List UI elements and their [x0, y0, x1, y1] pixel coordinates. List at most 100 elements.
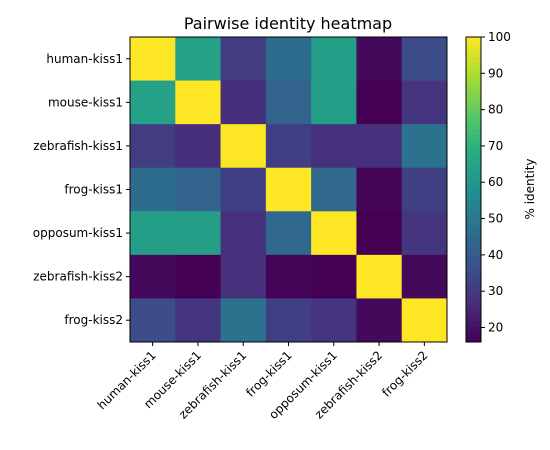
heatmap-cell — [401, 124, 448, 169]
heatmap-cell — [311, 37, 357, 81]
colorbar-segment — [466, 214, 481, 221]
heatmap-cell — [311, 211, 357, 256]
colorbar-segment — [466, 311, 481, 318]
colorbar-tick-label: 50 — [488, 212, 503, 226]
heatmap-cell — [175, 80, 221, 125]
colorbar-segment — [466, 184, 481, 190]
heatmap-cell — [356, 80, 403, 125]
colorbar-segment — [466, 47, 481, 53]
heatmap-cell — [130, 298, 176, 343]
heatmap-cell — [311, 80, 357, 125]
colorbar-segment — [466, 77, 481, 84]
colorbar-segment — [466, 265, 481, 272]
colorbar-segment — [466, 281, 481, 287]
colorbar: 20 30 40 50 60 70 80 90 100 — [465, 30, 511, 343]
colorbar-segment — [466, 240, 481, 246]
row-label: frog-kiss1 — [64, 183, 123, 197]
heatmap-cell — [356, 298, 403, 343]
colorbar-tick-label: 100 — [488, 30, 511, 44]
heatmap-cell — [356, 37, 403, 81]
heatmap-cell — [175, 298, 221, 343]
colorbar-segment — [466, 291, 481, 297]
heatmap-cell — [311, 167, 357, 212]
heatmap-cell — [356, 254, 403, 299]
colorbar-segment — [466, 164, 481, 170]
heatmap-cell — [220, 37, 267, 81]
row-label: mouse-kiss1 — [48, 95, 123, 109]
row-label: zebrafish-kiss1 — [33, 139, 123, 153]
heatmap-cell — [220, 124, 267, 169]
heatmap-cell — [175, 254, 221, 299]
colorbar-segment — [466, 235, 481, 241]
colorbar-segment — [466, 286, 481, 292]
heatmap-cell — [175, 124, 221, 169]
chart-title: Pairwise identity heatmap — [184, 14, 392, 33]
colorbar-segment — [466, 153, 481, 160]
heatmap-cell — [220, 254, 267, 299]
colorbar-segment — [466, 52, 481, 58]
colorbar-segment — [466, 159, 481, 165]
colorbar-segment — [466, 108, 481, 114]
row-label: human-kiss1 — [46, 52, 123, 66]
column-labels: human-kiss1mouse-kiss1zebrafish-kiss1fro… — [95, 342, 431, 422]
colorbar-segment — [466, 133, 481, 140]
colorbar-segment — [466, 250, 481, 257]
heatmap-cell — [401, 167, 448, 212]
column-label: frog-kiss2 — [379, 348, 430, 399]
heatmap-cell — [356, 124, 403, 169]
colorbar-segment — [466, 103, 481, 109]
colorbar-segment — [466, 42, 481, 48]
colorbar-label: % identity — [523, 158, 537, 219]
heatmap-cell — [356, 167, 403, 212]
colorbar-segment — [466, 37, 481, 43]
colorbar-segment — [466, 189, 481, 196]
colorbar-tick-label: 40 — [488, 248, 503, 262]
colorbar-tick-label: 70 — [488, 139, 503, 153]
colorbar-segment — [466, 204, 481, 211]
heatmap-cell — [311, 124, 357, 169]
colorbar-segment — [466, 98, 481, 104]
colorbar-segment — [466, 321, 481, 328]
colorbar-segment — [466, 118, 481, 124]
heatmap-cell — [265, 254, 312, 299]
colorbar-segment — [466, 123, 481, 129]
colorbar-segment — [466, 148, 481, 155]
colorbar-segment — [466, 72, 481, 79]
colorbar-segment — [466, 174, 481, 180]
heatmap-cell — [265, 80, 312, 125]
heatmap-cell — [401, 80, 448, 125]
heatmap-cell — [265, 211, 312, 256]
heatmap-cell — [130, 124, 176, 169]
heatmap-cell — [220, 80, 267, 125]
colorbar-segment — [466, 199, 481, 206]
heatmap-cell — [130, 167, 176, 212]
heatmap-cell — [130, 254, 176, 299]
colorbar-segment — [466, 326, 481, 333]
colorbar-segment — [466, 225, 481, 231]
colorbar-segment — [466, 336, 481, 343]
colorbar-segment — [466, 301, 481, 307]
colorbar-segment — [466, 270, 481, 277]
colorbar-segment — [466, 194, 481, 201]
colorbar-segment — [466, 128, 481, 135]
heatmap-cell — [220, 167, 267, 212]
heatmap-cell — [401, 37, 448, 81]
heatmap-cell — [130, 211, 176, 256]
heatmap-cell — [265, 167, 312, 212]
colorbar-tick-label: 60 — [488, 175, 503, 189]
row-labels: human-kiss1 mouse-kiss1 zebrafish-kiss1 fro… — [33, 52, 130, 327]
heatmap-cell — [401, 254, 448, 299]
colorbar-segment — [466, 260, 481, 267]
heatmap-cell — [401, 298, 448, 343]
colorbar-segment — [466, 296, 481, 302]
colorbar-segment — [466, 306, 481, 312]
heatmap-cell — [265, 298, 312, 343]
colorbar-tick-label: 80 — [488, 103, 503, 117]
colorbar-segment — [466, 275, 481, 282]
colorbar-tick-label: 20 — [488, 320, 503, 334]
heatmap-cell — [311, 298, 357, 343]
colorbar-segment — [466, 316, 481, 323]
heatmap-cell — [311, 254, 357, 299]
colorbar-segment — [466, 220, 481, 226]
heatmap-cell — [356, 211, 403, 256]
